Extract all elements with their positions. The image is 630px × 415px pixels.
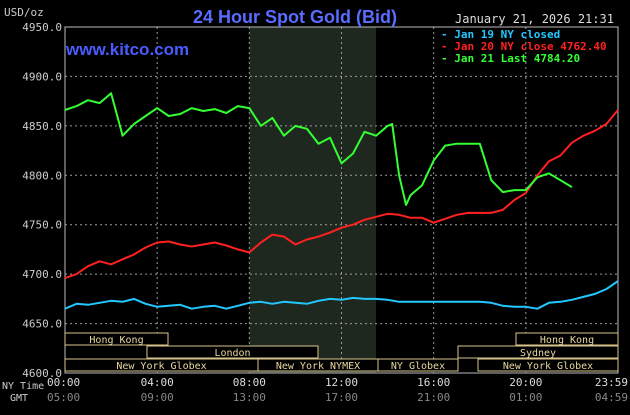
session-bars: Hong Kong Hong Kong London Sydney New York G… <box>64 332 619 372</box>
grid <box>64 26 619 374</box>
x-tick-gmt: 17:00 <box>325 391 358 404</box>
legend: - Jan 19 NY closed - Jan 20 NY close 476… <box>441 28 607 65</box>
x-tick-ny: 08:00 <box>233 376 266 389</box>
datetime-label: January 21, 2026 21:31 <box>455 12 614 26</box>
session-london-box <box>146 345 319 359</box>
axis-ticks: 4600.0 4650.0 4700.0 4750.0 4800.0 4850.0 4900… <box>22 21 628 404</box>
session-sydney-box <box>457 345 619 359</box>
legend-item-jan19: - Jan 19 NY closed <box>441 28 560 41</box>
x-tick-gmt: 13:00 <box>233 391 266 404</box>
series-line-0 <box>64 280 619 310</box>
units-label: USD/oz <box>4 6 44 19</box>
session-ny-nymex-label: New York NYMEX <box>276 361 360 372</box>
series-line-1 <box>64 109 619 280</box>
legend-item-jan21: - Jan 21 Last 4784.20 <box>441 52 580 65</box>
session-shade <box>249 27 377 373</box>
gmt-row-label: GMT <box>10 393 28 404</box>
session-ny-globex-2-label: New York Globex <box>503 361 593 372</box>
nymex-session-shade <box>249 27 377 373</box>
y-tick-label: 4800.0 <box>22 169 62 182</box>
series-line-2 <box>64 92 573 206</box>
session-ny-globex-box <box>377 358 459 372</box>
session-hong-kong-2-box <box>515 332 619 346</box>
y-tick-label: 4700.0 <box>22 268 62 281</box>
x-tick-gmt: 01:00 <box>509 391 542 404</box>
x-tick-gmt: 09:00 <box>141 391 174 404</box>
y-tick-label: 4600.0 <box>22 367 62 380</box>
legend-item-jan20: - Jan 20 NY close 4762.40 <box>441 40 607 53</box>
plot-frame <box>64 26 619 374</box>
session-sydney-label: Sydney <box>520 348 556 359</box>
y-tick-label: 4650.0 <box>22 318 62 331</box>
y-tick-label: 4750.0 <box>22 219 62 232</box>
y-tick-label: 4850.0 <box>22 120 62 133</box>
ny-time-row-label: NY Time <box>2 381 44 392</box>
series-layer <box>64 92 619 310</box>
session-ny-globex-label: NY Globex <box>391 361 445 372</box>
x-tick-ny: 04:00 <box>141 376 174 389</box>
x-tick-ny: 00:00 <box>47 376 80 389</box>
x-tick-gmt: 05:00 <box>47 391 80 404</box>
x-tick-gmt: 04:59 <box>595 391 628 404</box>
session-ny-globex-2-box <box>477 358 619 372</box>
y-tick-label: 4900.0 <box>22 70 62 83</box>
session-hong-kong-1-box <box>64 332 169 346</box>
y-tick-label: 4950.0 <box>22 21 62 34</box>
x-tick-gmt: 21:00 <box>417 391 450 404</box>
session-london-label: London <box>214 348 250 359</box>
x-tick-ny: 23:59 <box>595 376 628 389</box>
session-ny-globex-1-label: New York Globex <box>116 361 206 372</box>
session-hong-kong-2-label: Hong Kong <box>540 335 594 346</box>
chart-title: 24 Hour Spot Gold (Bid) <box>193 7 397 27</box>
x-tick-ny: 16:00 <box>417 376 450 389</box>
watermark: www.kitco.com <box>65 40 189 59</box>
session-hong-kong-1-label: Hong Kong <box>89 335 143 346</box>
x-tick-ny: 20:00 <box>509 376 542 389</box>
x-tick-ny: 12:00 <box>325 376 358 389</box>
